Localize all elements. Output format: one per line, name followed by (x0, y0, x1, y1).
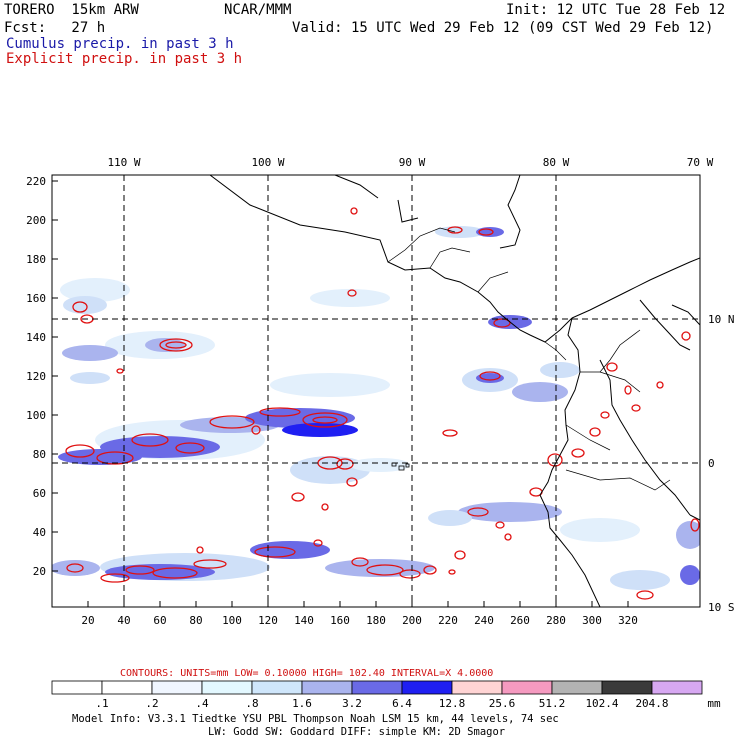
y-tick: 200 (26, 214, 46, 227)
legend-unit: mm (707, 697, 721, 710)
graticule (52, 175, 700, 607)
x-tick-marks (87, 601, 629, 607)
legend-label: 3.2 (342, 697, 362, 710)
x-tick: 240 (474, 614, 494, 627)
legend-swatch (201, 680, 253, 695)
legend-label: .4 (195, 697, 209, 710)
x-tick: 320 (618, 614, 638, 627)
lat-label: 0 (708, 457, 715, 470)
y-tick: 140 (26, 331, 46, 344)
forecast-hour: Fcst: 27 h (4, 20, 106, 36)
legend-label: .1 (95, 697, 108, 710)
lon-label: 90 W (399, 156, 426, 169)
init-time: Init: 12 UTC Tue 28 Feb 12 (506, 2, 726, 18)
x-tick: 300 (582, 614, 602, 627)
lat-label: 10 N (708, 313, 735, 326)
y-tick-marks (52, 180, 58, 572)
x-tick: 180 (366, 614, 386, 627)
cumulus-label: Cumulus precip. in past 3 h (6, 36, 234, 52)
explicit-label: Explicit precip. in past 3 h (6, 51, 243, 67)
y-tick: 20 (33, 565, 46, 578)
x-tick: 260 (510, 614, 530, 627)
x-tick: 220 (438, 614, 458, 627)
organization: NCAR/MMM (224, 2, 292, 18)
legend-swatch (601, 680, 653, 695)
y-tick: 160 (26, 292, 46, 305)
legend-swatch (501, 680, 553, 695)
model-info-line: Model Info: V3.3.1 Tiedtke YSU PBL Thomp… (72, 713, 559, 725)
y-tick: 80 (33, 448, 46, 461)
x-tick: 120 (258, 614, 278, 627)
legend-swatch (401, 680, 453, 695)
legend-label: 12.8 (439, 697, 466, 710)
legend-swatch (651, 680, 703, 695)
legend-label: 204.8 (635, 697, 668, 710)
y-tick: 180 (26, 253, 46, 266)
longitude-labels: 110 W 100 W 90 W 80 W 70 W (107, 156, 713, 169)
lon-label: 70 W (687, 156, 714, 169)
legend-swatch (51, 680, 103, 695)
color-legend (51, 680, 703, 695)
y-tick: 60 (33, 487, 46, 500)
x-tick: 140 (294, 614, 314, 627)
legend-label: 6.4 (392, 697, 412, 710)
legend-swatch (351, 680, 403, 695)
valid-time: Valid: 15 UTC Wed 29 Feb 12 (09 CST Wed … (292, 20, 714, 36)
legend-swatch (451, 680, 503, 695)
model-name: TORERO 15km ARW (4, 2, 139, 18)
y-tick: 40 (33, 526, 46, 539)
explicit-precip-contours (65, 207, 700, 600)
y-tick: 100 (26, 409, 46, 422)
legend-labels: .1 .2 .4 .8 1.6 3.2 6.4 12.8 25.6 51.2 1… (95, 697, 721, 710)
latitude-labels: 10 N 0 10 S (708, 313, 735, 614)
legend-label: 102.4 (585, 697, 618, 710)
legend-swatch (251, 680, 303, 695)
contour-info: CONTOURS: UNITS=mm LOW= 0.10000 HIGH= 10… (120, 668, 493, 679)
x-tick: 20 (81, 614, 94, 627)
legend-swatch (101, 680, 153, 695)
legend-swatch (151, 680, 203, 695)
x-tick: 200 (402, 614, 422, 627)
x-tick: 80 (189, 614, 202, 627)
y-tick-labels: 220 200 180 160 140 120 100 80 60 40 20 (26, 175, 46, 578)
legend-label: .8 (245, 697, 258, 710)
legend-label: 25.6 (489, 697, 516, 710)
physics-info-line: LW: Godd SW: Goddard DIFF: simple KM: 2D… (208, 726, 505, 738)
legend-label: 51.2 (539, 697, 566, 710)
lon-label: 80 W (543, 156, 570, 169)
legend-label: .2 (145, 697, 158, 710)
lon-label: 100 W (251, 156, 284, 169)
x-tick: 160 (330, 614, 350, 627)
x-tick: 40 (117, 614, 130, 627)
legend-label: 1.6 (292, 697, 312, 710)
legend-swatch (551, 680, 603, 695)
x-tick: 100 (222, 614, 242, 627)
x-tick: 60 (153, 614, 166, 627)
y-tick: 220 (26, 175, 46, 188)
lon-label: 110 W (107, 156, 140, 169)
map-area (52, 175, 700, 607)
y-tick: 120 (26, 370, 46, 383)
x-tick: 280 (546, 614, 566, 627)
lat-label: 10 S (708, 601, 735, 614)
legend-swatch (301, 680, 353, 695)
x-tick-labels: 20 40 60 80 100 120 140 160 180 200 220 … (81, 614, 638, 627)
